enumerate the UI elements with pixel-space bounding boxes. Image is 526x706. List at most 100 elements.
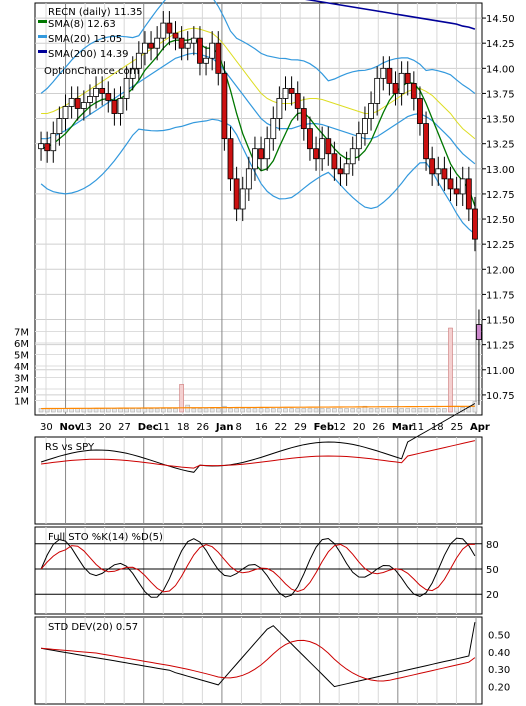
candle-body bbox=[472, 208, 478, 240]
rs-line bbox=[40, 403, 476, 473]
candle-body bbox=[386, 67, 393, 84]
volume-bar bbox=[105, 408, 111, 413]
price-tick-label: 14.50 bbox=[486, 14, 515, 25]
std-tick-label: 0.50 bbox=[488, 630, 510, 641]
volume-bar bbox=[448, 327, 453, 413]
candle-body bbox=[288, 88, 295, 94]
volume-bar bbox=[362, 405, 368, 413]
candle-body bbox=[56, 118, 63, 135]
volume-bar bbox=[417, 408, 423, 413]
candle-body bbox=[99, 88, 106, 94]
candle-body bbox=[325, 138, 332, 155]
volume-bar bbox=[57, 408, 62, 413]
candle-body bbox=[184, 42, 191, 49]
candle-body bbox=[410, 82, 417, 99]
volume-bar bbox=[344, 408, 349, 413]
candle-body bbox=[227, 138, 234, 180]
candle-body bbox=[252, 148, 258, 170]
x-tick-label: Feb bbox=[314, 422, 334, 433]
candle-body bbox=[380, 67, 387, 79]
price-tick-label: 12.25 bbox=[486, 240, 515, 251]
volume-bar bbox=[393, 408, 398, 413]
x-tick-label: 16 bbox=[255, 422, 268, 433]
volume-bar bbox=[179, 384, 184, 413]
volume-tick-label: 7M bbox=[14, 328, 29, 339]
candle-body bbox=[264, 138, 271, 160]
volume-bar bbox=[246, 408, 252, 413]
price-tick-label: 11.75 bbox=[486, 290, 515, 301]
x-tick-label: 20 bbox=[99, 422, 112, 433]
candle-body bbox=[404, 72, 411, 84]
legend-swatch-sma20 bbox=[38, 35, 47, 38]
volume-bar bbox=[81, 408, 87, 413]
candle-body bbox=[62, 106, 69, 119]
candle-body bbox=[123, 77, 130, 99]
candle-body bbox=[135, 52, 142, 69]
volume-tick-label: 1M bbox=[14, 397, 29, 408]
std-tick-label: 0.30 bbox=[488, 665, 510, 676]
candle-body bbox=[300, 108, 307, 130]
candle-body bbox=[105, 93, 112, 101]
rs-label: RS vs SPY bbox=[45, 442, 95, 453]
volume-bar bbox=[411, 408, 417, 413]
volume-bar bbox=[429, 408, 435, 413]
candle-body bbox=[233, 178, 240, 210]
candle-body bbox=[313, 148, 319, 160]
candle-body bbox=[154, 37, 161, 49]
x-tick-label: 11 bbox=[411, 422, 424, 433]
candle-body bbox=[355, 133, 362, 150]
x-tick-label: 18 bbox=[431, 422, 444, 433]
price-tick-label: 11.00 bbox=[486, 366, 515, 377]
volume-bar bbox=[338, 408, 343, 413]
x-tick-label: 26 bbox=[196, 422, 209, 433]
candle-body bbox=[80, 102, 87, 109]
grid bbox=[35, 3, 482, 704]
candle-body bbox=[362, 118, 368, 135]
volume-bar bbox=[356, 408, 362, 413]
sto-tick-label: 50 bbox=[486, 565, 499, 576]
sto-tick-label: 80 bbox=[486, 540, 499, 551]
x-tick-label: 30 bbox=[40, 422, 53, 433]
std-tick-label: 0.20 bbox=[488, 683, 510, 694]
volume-bar bbox=[368, 408, 374, 413]
volume-bar bbox=[380, 408, 386, 413]
volume-bar bbox=[136, 408, 142, 413]
volume-bar bbox=[154, 408, 160, 413]
x-tick-label: Jan bbox=[215, 422, 234, 433]
volume-tick-label: 5M bbox=[14, 351, 29, 362]
volume-bar bbox=[325, 408, 331, 413]
volume-bar bbox=[307, 408, 313, 413]
price-tick-label: 14.00 bbox=[486, 64, 515, 75]
candle-body bbox=[93, 88, 99, 97]
legend-sma20: SMA(20) 13.05 bbox=[48, 34, 122, 45]
sto-label: Full STO %K(14) %D(5) bbox=[48, 532, 163, 543]
price-tick-label: 12.75 bbox=[486, 190, 515, 201]
price-tick-label: 11.25 bbox=[486, 341, 515, 352]
candle-body bbox=[258, 148, 264, 160]
volume-bar bbox=[124, 408, 129, 413]
volume-bar bbox=[173, 408, 178, 413]
std-dev-average-line bbox=[41, 639, 476, 682]
candle-body bbox=[476, 324, 482, 341]
x-tick-label: 25 bbox=[450, 422, 463, 433]
price-tick-label: 14.25 bbox=[486, 39, 515, 50]
candle-body bbox=[142, 42, 148, 54]
price-tick-label: 11.50 bbox=[486, 316, 515, 327]
candle-body bbox=[215, 42, 222, 74]
candle-body bbox=[197, 37, 203, 64]
volume-bar bbox=[319, 408, 325, 413]
candle-body bbox=[423, 123, 429, 160]
candle-body bbox=[209, 42, 216, 59]
candle-body bbox=[38, 143, 44, 150]
candle-body bbox=[319, 138, 326, 160]
candle-body bbox=[368, 103, 374, 119]
candle-body bbox=[111, 100, 118, 114]
volume-tick-label: 4M bbox=[14, 362, 29, 373]
volume-bar bbox=[69, 408, 74, 413]
volume-bar bbox=[228, 408, 233, 413]
candle-body bbox=[239, 188, 246, 210]
volume-bar bbox=[93, 408, 99, 413]
volume-bar bbox=[215, 408, 221, 413]
candle-body bbox=[117, 98, 124, 114]
sto-d-line bbox=[40, 543, 475, 593]
